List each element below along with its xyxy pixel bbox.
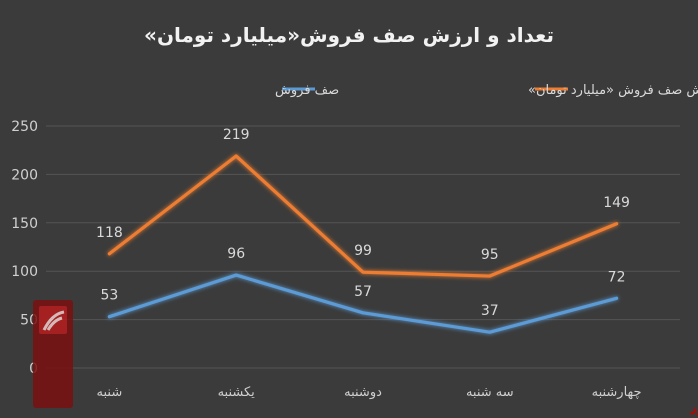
- x-tick-label: چهارشنبه: [592, 385, 642, 400]
- y-tick-label: 150: [11, 216, 38, 232]
- chart-title: تعداد و ارزش صف فروش«میلیارد تومان»: [144, 23, 554, 47]
- legend-label-count: صف فروش: [275, 83, 339, 98]
- data-point: [234, 273, 238, 277]
- data-labels: 53 96 57 37 72 118 219 99 95 149: [96, 127, 630, 319]
- data-point: [615, 222, 619, 226]
- data-point: [361, 311, 365, 315]
- series: [107, 154, 619, 334]
- data-point: [234, 154, 238, 158]
- data-label: 95: [481, 247, 499, 263]
- watermark-text: بورس نیوز: [689, 402, 698, 415]
- data-label: 219: [223, 127, 250, 143]
- data-label: 37: [481, 303, 499, 319]
- data-point: [488, 274, 492, 278]
- watermark-logo: [33, 300, 73, 408]
- x-axis: شنبه یکشنبه دوشنبه سه شنبه چهارشنبه: [97, 385, 642, 400]
- x-tick-label: سه شنبه: [466, 385, 514, 400]
- data-label: 57: [354, 284, 372, 300]
- data-point: [615, 296, 619, 300]
- data-label: 96: [227, 246, 245, 262]
- data-point: [361, 270, 365, 274]
- y-tick-label: 100: [11, 264, 38, 280]
- x-tick-label: دوشنبه: [344, 385, 382, 400]
- legend: ارزش صف فروش «میلیارد تومان» صف فروش: [275, 83, 698, 98]
- data-label: 99: [354, 243, 372, 259]
- data-point: [107, 252, 111, 256]
- data-label: 118: [96, 225, 123, 241]
- y-tick-label: 200: [11, 167, 38, 183]
- data-label: 149: [603, 195, 630, 211]
- data-point: [488, 330, 492, 334]
- legend-label-value: ارزش صف فروش «میلیارد تومان»: [528, 83, 698, 98]
- data-point: [107, 315, 111, 319]
- x-tick-label: یکشنبه: [218, 385, 256, 400]
- y-tick-label: 250: [11, 119, 38, 135]
- data-label: 53: [100, 288, 118, 304]
- y-axis: 050100150200250: [11, 119, 38, 377]
- x-tick-label: شنبه: [97, 385, 123, 400]
- data-label: 72: [608, 269, 626, 285]
